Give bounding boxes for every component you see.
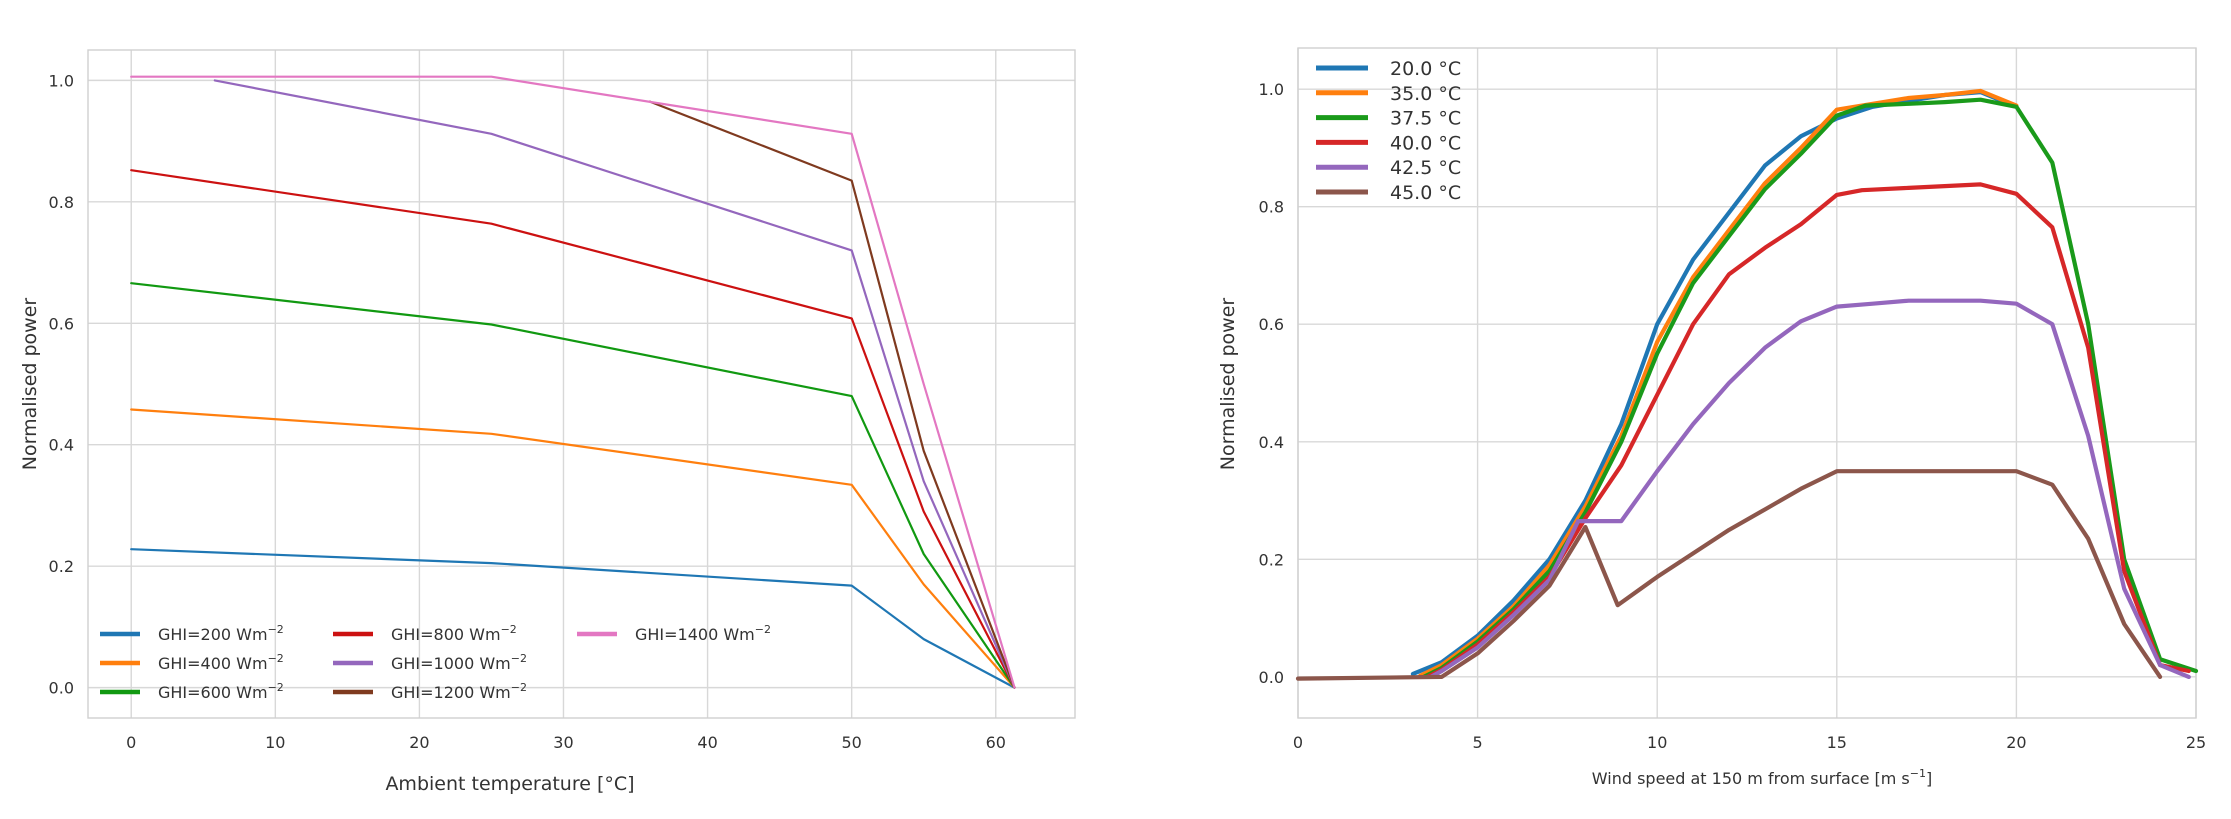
left-legend-label-6: GHI=1400 Wm−2 [635, 623, 771, 644]
left-ytick-label: 0.4 [49, 436, 74, 455]
left-legend: GHI=200 Wm−2 GHI=400 Wm−2 GHI=600 Wm−2 GHI=… [100, 623, 771, 702]
right-ytick-label: 0.6 [1259, 315, 1284, 334]
right-legend-label-3: 40.0 °C [1390, 132, 1461, 154]
right-xtick-label: 0 [1293, 733, 1303, 752]
right-series-line-3 [1425, 182, 2191, 680]
right-ytick-label: 0.0 [1259, 668, 1284, 687]
left-ytick-label: 0.2 [49, 557, 74, 576]
left-ytick-label: 1.0 [49, 71, 74, 90]
left-xtick-label: 50 [841, 733, 861, 752]
right-legend-label-2: 37.5 °C [1390, 108, 1461, 130]
right-series-line-1 [1417, 88, 2019, 678]
right-xlabel-sup: −1 [1910, 767, 1926, 780]
left-xtick-label: 60 [986, 733, 1006, 752]
left-series-line-1 [130, 408, 1016, 689]
left-xtick-label: 10 [265, 733, 285, 752]
left-xtick-label: 40 [697, 733, 717, 752]
right-legend-label-0: 20.0 °C [1390, 58, 1461, 80]
left-legend-label-1: GHI=400 Wm−2 [158, 652, 284, 673]
right-ytick-label: 0.2 [1259, 550, 1284, 569]
right-series-line-4 [1428, 298, 2191, 680]
left-legend-label-4: GHI=1000 Wm−2 [391, 652, 527, 673]
right-legend: 20.0 °C 35.0 °C 37.5 °C40.0 °C 42.5 °C 45.0 … [1316, 58, 1461, 204]
left-series-line-6 [130, 75, 1016, 689]
right-xlabel-end: ] [1926, 769, 1932, 788]
right-xlabel-main: Wind speed at 150 m from surface [m s [1592, 769, 1910, 788]
right-plot-frame [1297, 47, 2197, 719]
chart-right: 0 5 10 15 20 25 0.0 0.2 0.4 0.6 0.8 1.0 Normalised … [1217, 47, 2206, 788]
right-series-line-0 [1410, 89, 2019, 677]
right-xtick-label: 15 [1827, 733, 1847, 752]
right-xtick-label: 10 [1647, 733, 1667, 752]
right-xtick-label: 5 [1473, 733, 1483, 752]
right-series-line-5 [1295, 469, 2163, 681]
left-xtick-label: 20 [409, 733, 429, 752]
right-legend-label-5: 45.0 °C [1390, 182, 1461, 204]
right-ytick-label: 1.0 [1259, 80, 1284, 99]
left-ytick-label: 0.6 [49, 314, 74, 333]
right-xtick-label: 20 [2006, 733, 2026, 752]
left-plot-frame [87, 49, 1076, 719]
right-xlabel: Wind speed at 150 m from surface [m s−1] [1592, 767, 1932, 788]
left-xtick-label: 0 [126, 733, 136, 752]
right-ytick-label: 0.4 [1259, 433, 1284, 452]
left-ytick-label: 0.0 [49, 679, 74, 698]
right-legend-label-4: 42.5 °C [1390, 157, 1461, 179]
right-ylabel: Normalised power [1217, 298, 1239, 471]
right-series-line-2 [1421, 97, 2199, 680]
left-series-line-2 [130, 282, 1016, 689]
right-ytick-label: 0.8 [1259, 198, 1284, 217]
right-legend-label-1: 35.0 °C [1390, 83, 1461, 105]
right-xtick-label: 25 [2186, 733, 2206, 752]
left-series-line-0 [130, 548, 1016, 689]
left-series-line-3 [130, 169, 1016, 689]
left-series-line-5 [648, 100, 1016, 689]
left-legend-label-3: GHI=800 Wm−2 [391, 623, 517, 644]
left-legend-label-2: GHI=600 Wm−2 [158, 681, 284, 702]
left-series-line-4 [213, 79, 1016, 689]
left-legend-label-0: GHI=200 Wm−2 [158, 623, 284, 644]
left-ytick-label: 0.8 [49, 193, 74, 212]
chart-left: 0 10 20 30 40 50 60 0.0 0.2 0.4 0.6 0.8 1.0 Normalis… [19, 49, 1076, 795]
left-legend-label-5: GHI=1200 Wm−2 [391, 681, 527, 702]
left-xlabel: Ambient temperature [°C] [385, 773, 634, 795]
left-xtick-label: 30 [553, 733, 573, 752]
left-ylabel: Normalised power [19, 298, 41, 471]
